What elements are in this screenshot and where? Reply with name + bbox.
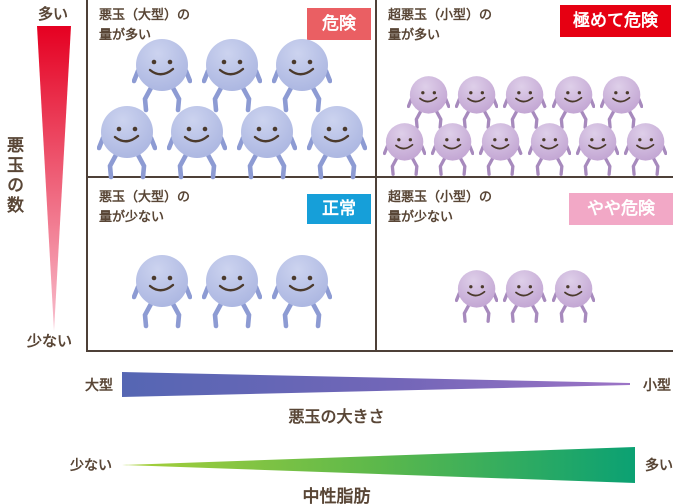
risk-badge-mild-danger: やや危険 [569, 193, 673, 226]
small-ldl-character [382, 123, 427, 176]
size-axis-title: 悪玉の大きさ [288, 407, 385, 426]
desc-line-2: 量が少ない [388, 210, 454, 226]
size-axis-left-label: 大型 [85, 378, 113, 394]
small-ldl-character [527, 123, 571, 176]
large-ldl-character [236, 106, 297, 180]
quadrant-small-few: 超悪玉（小型）の 量が少ない やや危険 [377, 178, 673, 350]
character-row-back [377, 74, 673, 130]
triglyceride-wedge [122, 447, 635, 483]
large-ldl-character [271, 39, 332, 113]
ldl-count-wedge [37, 26, 71, 331]
quadrant-description: 悪玉（大型）の 量が多い [99, 6, 190, 46]
character-group [88, 178, 375, 350]
small-ldl-character [503, 76, 547, 129]
large-ldl-character [131, 255, 192, 329]
character-row-front [377, 268, 673, 324]
character-row-front [88, 252, 375, 330]
small-ldl-character [407, 76, 451, 129]
character-row-back [88, 36, 375, 114]
desc-line-1: 超悪玉（小型）の [388, 8, 493, 23]
character-row-front [88, 103, 375, 181]
matrix-vertical-divider [375, 0, 377, 350]
small-ldl-character [431, 123, 475, 176]
desc-line-1: 悪玉（大型）の [99, 190, 191, 205]
character-group [377, 0, 673, 178]
large-ldl-character [96, 106, 157, 180]
desc-line-2: 量が多い [388, 28, 441, 44]
small-ldl-character [575, 123, 619, 176]
ldl-size-wedge [122, 372, 630, 397]
quadrant-description: 悪玉（大型）の 量が少ない [99, 188, 190, 228]
small-ldl-character [455, 270, 499, 323]
quadrant-large-few: 悪玉（大型）の 量が少ない 正常 [88, 178, 375, 350]
desc-line-1: 超悪玉（小型）の [388, 190, 493, 205]
small-ldl-character [551, 270, 595, 323]
large-ldl-character [201, 39, 262, 113]
large-ldl-character [271, 255, 332, 329]
fat-axis-title: 中性脂肪 [302, 487, 371, 504]
risk-matrix-grid [86, 0, 673, 352]
small-ldl-character [599, 76, 643, 129]
size-axis-right-label: 小型 [643, 378, 671, 394]
fat-axis-left-label: 少ない [70, 458, 112, 474]
risk-badge-normal: 正常 [307, 194, 371, 225]
character-row-front [377, 121, 673, 177]
large-ldl-character [166, 106, 227, 180]
quadrant-description: 超悪玉（小型）の 量が少ない [388, 188, 492, 228]
risk-badge-danger: 危険 [307, 8, 371, 41]
y-axis-title: 悪玉の数 [3, 136, 23, 216]
fat-axis-right-label: 多い [645, 458, 673, 474]
quadrant-description: 超悪玉（小型）の 量が多い [388, 6, 492, 46]
desc-line-2: 量が少ない [99, 210, 165, 226]
quadrant-large-many: 悪玉（大型）の 量が多い 危険 [88, 0, 375, 181]
character-group [377, 178, 673, 350]
character-group [88, 0, 375, 181]
large-ldl-character [306, 106, 367, 180]
matrix-horizontal-divider [88, 176, 673, 178]
quadrant-small-many: 超悪玉（小型）の 量が多い 極めて危険 [377, 0, 673, 178]
large-ldl-character [131, 39, 192, 113]
small-ldl-character [503, 270, 547, 323]
desc-line-2: 量が多い [99, 28, 152, 44]
large-ldl-character [201, 255, 262, 329]
y-axis-top-label: 多い [38, 5, 69, 23]
y-axis-bottom-label: 少ない [27, 332, 73, 350]
small-ldl-character [479, 123, 523, 176]
small-ldl-character [455, 76, 499, 129]
risk-badge-extreme-danger: 極めて危険 [560, 5, 671, 38]
small-ldl-character [623, 123, 668, 176]
small-ldl-character [551, 76, 595, 129]
desc-line-1: 悪玉（大型）の [99, 8, 191, 23]
